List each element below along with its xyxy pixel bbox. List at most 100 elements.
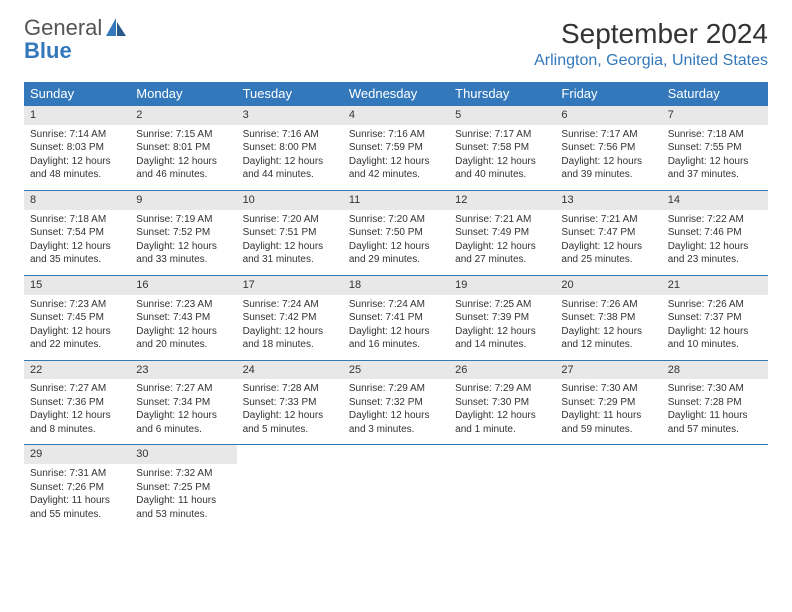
day-body: Sunrise: 7:29 AMSunset: 7:32 PMDaylight:… (343, 379, 449, 444)
day-body: Sunrise: 7:31 AMSunset: 7:26 PMDaylight:… (24, 464, 130, 529)
sunrise-text: Sunrise: 7:17 AM (455, 128, 549, 142)
calendar-day: 30Sunrise: 7:32 AMSunset: 7:25 PMDayligh… (130, 445, 236, 529)
sunset-text: Sunset: 7:28 PM (668, 396, 762, 410)
sunrise-text: Sunrise: 7:30 AM (668, 382, 762, 396)
day-body: Sunrise: 7:29 AMSunset: 7:30 PMDaylight:… (449, 379, 555, 444)
sunrise-text: Sunrise: 7:16 AM (349, 128, 443, 142)
sunset-text: Sunset: 7:51 PM (243, 226, 337, 240)
day-body: Sunrise: 7:30 AMSunset: 7:29 PMDaylight:… (555, 379, 661, 444)
daylight-text: Daylight: 12 hours and 37 minutes. (668, 155, 762, 182)
day-number: 7 (662, 106, 768, 125)
sunset-text: Sunset: 7:46 PM (668, 226, 762, 240)
day-header: Monday (130, 82, 236, 105)
day-body: Sunrise: 7:23 AMSunset: 7:43 PMDaylight:… (130, 295, 236, 360)
day-body: Sunrise: 7:20 AMSunset: 7:50 PMDaylight:… (343, 210, 449, 275)
sunrise-text: Sunrise: 7:27 AM (30, 382, 124, 396)
calendar-day (449, 445, 555, 529)
sunrise-text: Sunrise: 7:20 AM (349, 213, 443, 227)
calendar-day: 8Sunrise: 7:18 AMSunset: 7:54 PMDaylight… (24, 191, 130, 275)
day-body: Sunrise: 7:20 AMSunset: 7:51 PMDaylight:… (237, 210, 343, 275)
daylight-text: Daylight: 12 hours and 35 minutes. (30, 240, 124, 267)
month-title: September 2024 (534, 18, 768, 50)
day-number: 26 (449, 361, 555, 380)
daylight-text: Daylight: 12 hours and 48 minutes. (30, 155, 124, 182)
day-number: 17 (237, 276, 343, 295)
sunrise-text: Sunrise: 7:17 AM (561, 128, 655, 142)
sunrise-text: Sunrise: 7:14 AM (30, 128, 124, 142)
day-body: Sunrise: 7:25 AMSunset: 7:39 PMDaylight:… (449, 295, 555, 360)
calendar-day: 2Sunrise: 7:15 AMSunset: 8:01 PMDaylight… (130, 106, 236, 190)
daylight-text: Daylight: 12 hours and 29 minutes. (349, 240, 443, 267)
sunset-text: Sunset: 7:38 PM (561, 311, 655, 325)
calendar-day: 16Sunrise: 7:23 AMSunset: 7:43 PMDayligh… (130, 276, 236, 360)
day-body: Sunrise: 7:21 AMSunset: 7:47 PMDaylight:… (555, 210, 661, 275)
day-body: Sunrise: 7:18 AMSunset: 7:54 PMDaylight:… (24, 210, 130, 275)
sunset-text: Sunset: 7:45 PM (30, 311, 124, 325)
calendar-day: 27Sunrise: 7:30 AMSunset: 7:29 PMDayligh… (555, 361, 661, 445)
sunset-text: Sunset: 8:01 PM (136, 141, 230, 155)
calendar-day: 21Sunrise: 7:26 AMSunset: 7:37 PMDayligh… (662, 276, 768, 360)
day-number: 1 (24, 106, 130, 125)
sunset-text: Sunset: 7:47 PM (561, 226, 655, 240)
sunset-text: Sunset: 7:43 PM (136, 311, 230, 325)
day-number: 20 (555, 276, 661, 295)
calendar-body: 1Sunrise: 7:14 AMSunset: 8:03 PMDaylight… (24, 105, 768, 529)
daylight-text: Daylight: 12 hours and 40 minutes. (455, 155, 549, 182)
daylight-text: Daylight: 12 hours and 23 minutes. (668, 240, 762, 267)
sunrise-text: Sunrise: 7:22 AM (668, 213, 762, 227)
sunset-text: Sunset: 7:58 PM (455, 141, 549, 155)
sunrise-text: Sunrise: 7:18 AM (30, 213, 124, 227)
sunrise-text: Sunrise: 7:24 AM (349, 298, 443, 312)
calendar-day: 18Sunrise: 7:24 AMSunset: 7:41 PMDayligh… (343, 276, 449, 360)
day-body: Sunrise: 7:24 AMSunset: 7:42 PMDaylight:… (237, 295, 343, 360)
day-body: Sunrise: 7:19 AMSunset: 7:52 PMDaylight:… (130, 210, 236, 275)
day-number: 2 (130, 106, 236, 125)
day-number: 6 (555, 106, 661, 125)
sunset-text: Sunset: 7:30 PM (455, 396, 549, 410)
sunset-text: Sunset: 7:29 PM (561, 396, 655, 410)
calendar-day: 6Sunrise: 7:17 AMSunset: 7:56 PMDaylight… (555, 106, 661, 190)
day-number: 12 (449, 191, 555, 210)
day-header: Sunday (24, 82, 130, 105)
sunset-text: Sunset: 7:25 PM (136, 481, 230, 495)
calendar-day: 9Sunrise: 7:19 AMSunset: 7:52 PMDaylight… (130, 191, 236, 275)
daylight-text: Daylight: 12 hours and 3 minutes. (349, 409, 443, 436)
calendar-day: 4Sunrise: 7:16 AMSunset: 7:59 PMDaylight… (343, 106, 449, 190)
daylight-text: Daylight: 12 hours and 10 minutes. (668, 325, 762, 352)
sunset-text: Sunset: 7:32 PM (349, 396, 443, 410)
calendar-day (343, 445, 449, 529)
day-number: 16 (130, 276, 236, 295)
location: Arlington, Georgia, United States (534, 52, 768, 70)
sunrise-text: Sunrise: 7:23 AM (30, 298, 124, 312)
calendar-week: 8Sunrise: 7:18 AMSunset: 7:54 PMDaylight… (24, 190, 768, 275)
day-number: 19 (449, 276, 555, 295)
day-number: 10 (237, 191, 343, 210)
sunset-text: Sunset: 7:39 PM (455, 311, 549, 325)
calendar-day: 24Sunrise: 7:28 AMSunset: 7:33 PMDayligh… (237, 361, 343, 445)
sunset-text: Sunset: 7:41 PM (349, 311, 443, 325)
sunrise-text: Sunrise: 7:21 AM (455, 213, 549, 227)
day-number: 23 (130, 361, 236, 380)
daylight-text: Daylight: 12 hours and 44 minutes. (243, 155, 337, 182)
day-number: 4 (343, 106, 449, 125)
sunrise-text: Sunrise: 7:24 AM (243, 298, 337, 312)
day-number: 22 (24, 361, 130, 380)
calendar-day (662, 445, 768, 529)
sunrise-text: Sunrise: 7:21 AM (561, 213, 655, 227)
day-body: Sunrise: 7:17 AMSunset: 7:56 PMDaylight:… (555, 125, 661, 190)
daylight-text: Daylight: 12 hours and 1 minute. (455, 409, 549, 436)
day-header: Tuesday (237, 82, 343, 105)
day-number (343, 445, 449, 449)
daylight-text: Daylight: 12 hours and 8 minutes. (30, 409, 124, 436)
day-header: Thursday (449, 82, 555, 105)
day-number: 30 (130, 445, 236, 464)
day-number: 28 (662, 361, 768, 380)
calendar-day: 5Sunrise: 7:17 AMSunset: 7:58 PMDaylight… (449, 106, 555, 190)
day-number (449, 445, 555, 449)
sunrise-text: Sunrise: 7:26 AM (561, 298, 655, 312)
calendar-day: 17Sunrise: 7:24 AMSunset: 7:42 PMDayligh… (237, 276, 343, 360)
sunrise-text: Sunrise: 7:29 AM (455, 382, 549, 396)
daylight-text: Daylight: 11 hours and 57 minutes. (668, 409, 762, 436)
sunrise-text: Sunrise: 7:25 AM (455, 298, 549, 312)
daylight-text: Daylight: 12 hours and 25 minutes. (561, 240, 655, 267)
